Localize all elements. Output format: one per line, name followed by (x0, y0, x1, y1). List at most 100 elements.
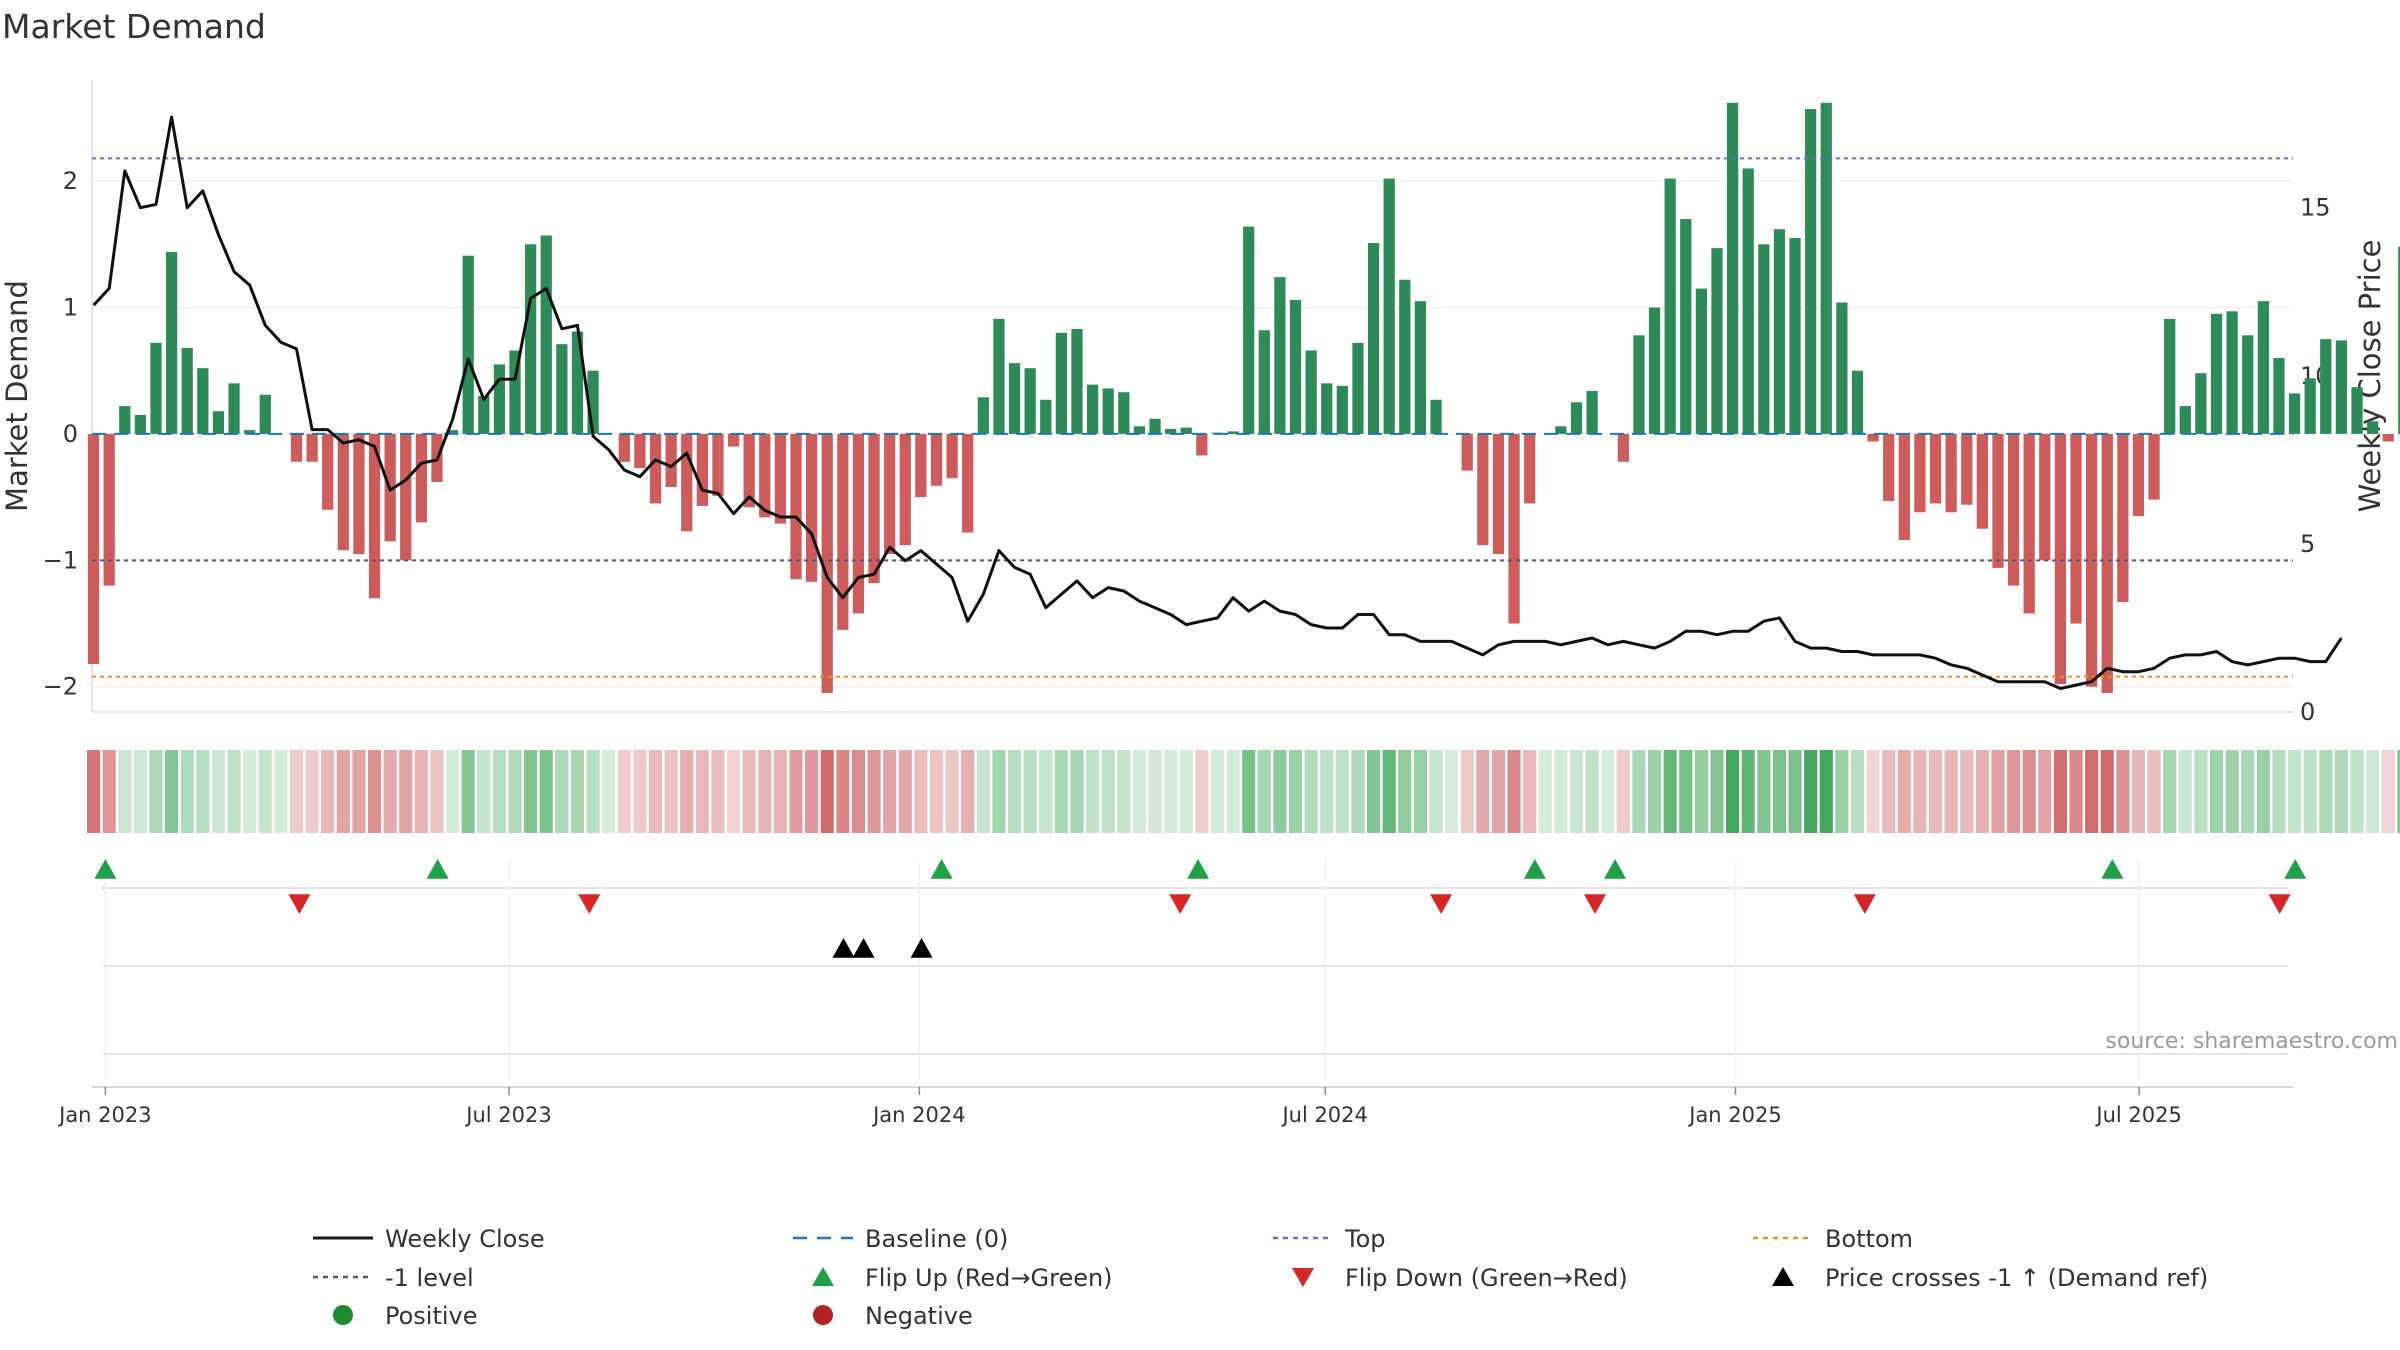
positive-demand-bar (1352, 342, 1364, 434)
positive-demand-bar (1664, 178, 1676, 434)
heat-cell (1070, 750, 1084, 833)
positive-demand-bar (2398, 246, 2400, 434)
heat-cell (321, 750, 335, 833)
heat-cell (883, 750, 897, 833)
legend-item-bottom: Bottom (1753, 1225, 1913, 1253)
heat-cell (992, 750, 1006, 833)
heat-cell (570, 750, 585, 833)
positive-demand-bar (462, 255, 474, 434)
heat-cell (149, 750, 163, 833)
y-right-axis-label: Weekly Close Price (2353, 240, 2387, 513)
price-cross-marker (910, 938, 933, 958)
heat-cell (1382, 750, 1396, 833)
negative-demand-bar (2148, 433, 2160, 500)
flip-up-marker (1604, 859, 1627, 879)
negative-demand-bar (1976, 433, 1988, 529)
positive-demand-bar (509, 350, 521, 434)
heat-cell (196, 750, 210, 833)
heat-cell (211, 750, 225, 833)
flip-up-marker (2101, 859, 2124, 879)
heat-cell (1320, 750, 1334, 833)
positive-demand-bar (1805, 109, 1817, 434)
positive-demand-bar (1165, 428, 1177, 434)
negative-demand-bar (962, 433, 974, 533)
heat-cell (1148, 750, 1162, 833)
heat-cell (2178, 750, 2192, 833)
heat-cell (1850, 750, 1865, 833)
heat-cell (1866, 750, 1880, 833)
y-left-tick-label: 2 (63, 167, 78, 195)
negative-demand-bar (837, 433, 849, 630)
heat-cell (851, 750, 866, 833)
heat-cell (664, 750, 678, 833)
positive-demand-bar (197, 368, 209, 434)
heat-cell (539, 750, 553, 833)
positive-demand-bar (1680, 219, 1692, 434)
negative-demand-bar (759, 433, 771, 518)
heat-cell (2007, 750, 2021, 833)
negative-demand-bar (103, 433, 115, 586)
heat-cell (1117, 750, 1131, 833)
x-tick-label: Jan 2023 (57, 1103, 152, 1127)
heat-cell (2053, 750, 2067, 833)
y-left-axis-label: Market Demand (0, 280, 34, 512)
heat-cell (243, 750, 257, 833)
heat-cell (2272, 750, 2286, 833)
heat-cell (336, 750, 350, 833)
heat-cell (2381, 750, 2395, 833)
heat-cell (461, 750, 475, 833)
legend-label: Bottom (1825, 1225, 1913, 1253)
heat-cell (914, 750, 928, 833)
y-left-tick-label: −2 (43, 673, 78, 701)
heat-cell (1741, 750, 1755, 833)
positive-demand-bar (2288, 393, 2301, 434)
y-right-tick-label: 5 (2300, 530, 2315, 558)
heat-cell (118, 750, 132, 833)
heat-cell (2209, 750, 2224, 833)
heat-cell (2256, 750, 2270, 833)
heat-cell (1944, 750, 1958, 833)
negative-demand-bar (1617, 433, 1629, 462)
positive-demand-bar (571, 331, 584, 434)
positive-demand-bar (478, 396, 490, 434)
negative-demand-bar (1461, 433, 1473, 471)
heat-cell (1647, 750, 1662, 833)
heat-cell (805, 750, 819, 833)
negative-demand-bar (87, 433, 100, 664)
positive-demand-bar (540, 235, 552, 434)
event-panels (94, 859, 2307, 1080)
heat-cell (1663, 750, 1677, 833)
heat-cell (680, 750, 694, 833)
heat-cell (305, 750, 319, 833)
heat-cell (1445, 750, 1459, 833)
heat-cell (1569, 750, 1584, 833)
heat-cell (227, 750, 241, 833)
positive-demand-bar (1180, 427, 1192, 434)
positive-demand-bar (134, 414, 147, 434)
legend-item-neg: Negative (813, 1302, 973, 1330)
heat-cell (180, 750, 194, 833)
heat-cell (2163, 750, 2177, 833)
price-cross-marker (832, 938, 855, 958)
positive-demand-bar (1367, 243, 1380, 434)
positive-demand-bar (1118, 392, 1130, 434)
heat-cell (2069, 750, 2083, 833)
heat-cell (367, 750, 382, 833)
negative-demand-bar (2039, 433, 2051, 561)
negative-demand-bar (821, 433, 833, 694)
heat-cell (508, 750, 522, 833)
negative-demand-bar (290, 433, 303, 462)
heat-cell (1351, 750, 1365, 833)
y-left-tick-label: 0 (63, 420, 78, 448)
flip-up-marker (426, 859, 449, 879)
flip-down-marker (1584, 894, 1607, 914)
legend-label: Price crosses -1 ↑ (Demand ref) (1825, 1264, 2208, 1292)
heat-cell (820, 750, 834, 833)
negative-demand-bar (2086, 433, 2098, 687)
heat-cell (695, 750, 709, 833)
positive-demand-bar (1227, 431, 1239, 434)
negative-demand-bar (2007, 433, 2020, 586)
heat-cell (1367, 750, 1381, 833)
negative-demand-bar (2070, 433, 2082, 624)
heat-cell (1242, 750, 1256, 833)
